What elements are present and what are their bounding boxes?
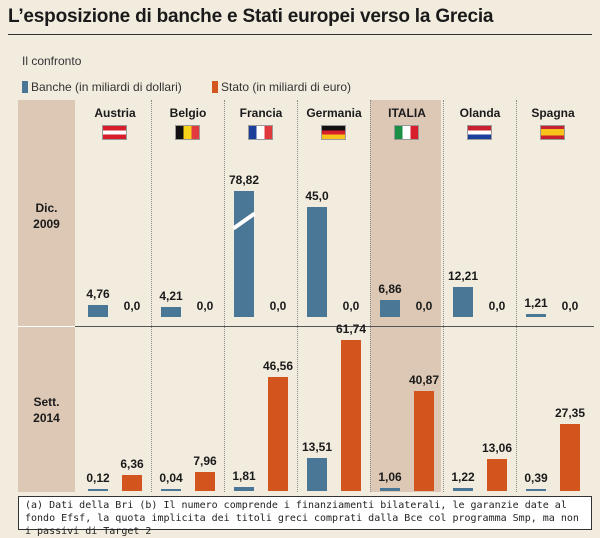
bar-2014-belgio-state xyxy=(195,471,215,491)
bar-2009-francia-banks xyxy=(232,191,256,317)
value-label-2009-belgio-state: 0,0 xyxy=(196,299,214,313)
row-label-2009-line2: 2009 xyxy=(33,217,60,231)
value-label-2009-spagna-banks: 1,21 xyxy=(524,296,548,311)
bar-2014-francia-state xyxy=(268,377,288,491)
value-label-2009-austria-state: 0,0 xyxy=(123,299,141,313)
value-label-2009-germania-banks: 45,0 xyxy=(305,189,329,204)
flag-germania-icon xyxy=(321,125,346,140)
value-label-2014-germania-banks: 13,51 xyxy=(301,440,333,455)
bar-2009-austria-banks xyxy=(88,305,108,317)
row-label-2009: Dic. 2009 xyxy=(18,200,75,232)
country-label-olanda: Olanda xyxy=(459,106,501,120)
country-label-spagna: Spagna xyxy=(531,106,575,120)
value-label-2014-francia-banks: 1,81 xyxy=(232,468,256,483)
column-separator xyxy=(151,100,152,492)
chart-title: L’esposizione di banche e Stati europei … xyxy=(8,6,494,27)
value-label-2009-austria-banks: 4,76 xyxy=(86,287,110,302)
value-label-2009-francia-state: 0,0 xyxy=(269,299,287,313)
bar-2009-belgio-banks xyxy=(161,306,181,317)
country-label-austria: Austria xyxy=(94,106,136,120)
bar-2009-olanda-banks xyxy=(453,287,473,317)
row-label-2009-line1: Dic. xyxy=(35,201,58,215)
legend-banks: Banche (in miliardi di dollari) xyxy=(22,80,182,94)
legend-state-swatch xyxy=(212,81,218,93)
axis-break-mark xyxy=(232,211,256,231)
value-label-2009-belgio-banks: 4,21 xyxy=(159,288,183,303)
bar-2014-spagna-banks xyxy=(526,489,546,491)
legend-state: Stato (in miliardi di euro) xyxy=(212,80,351,94)
value-label-2014-italia-state: 40,87 xyxy=(408,373,440,388)
column-separator xyxy=(370,100,371,492)
value-label-2014-francia-state: 46,56 xyxy=(262,359,294,374)
bar-2014-austria-state xyxy=(122,475,142,491)
country-label-germania: Germania xyxy=(306,106,362,120)
value-label-2014-spagna-state: 27,35 xyxy=(554,406,586,421)
row-label-2014-line2: 2014 xyxy=(33,411,60,425)
value-label-2014-italia-banks: 1,06 xyxy=(378,470,402,485)
bar-2014-germania-state xyxy=(341,340,361,491)
row-divider xyxy=(18,326,75,327)
bar-2014-spagna-state xyxy=(560,424,580,491)
footnote: (a) Dati della Bri (b) Il numero compren… xyxy=(18,496,592,537)
value-label-2014-austria-state: 6,36 xyxy=(120,457,144,472)
legend-banks-label: Banche (in miliardi di dollari) xyxy=(31,80,182,94)
bar-2014-germania-banks xyxy=(307,458,327,491)
bar-2009-italia-banks xyxy=(380,300,400,317)
flag-belgio-icon xyxy=(175,125,200,140)
bar-2014-italia-state xyxy=(414,391,434,491)
country-label-italia: ITALIA xyxy=(388,106,426,120)
value-label-2009-germania-state: 0,0 xyxy=(342,299,360,313)
value-label-2009-spagna-state: 0,0 xyxy=(561,299,579,313)
legend-state-label: Stato (in miliardi di euro) xyxy=(221,80,352,94)
flag-olanda-icon xyxy=(467,125,492,140)
flag-spagna-icon xyxy=(540,125,565,140)
flag-francia-icon xyxy=(248,125,273,140)
chart-subtitle: Il confronto xyxy=(22,54,82,68)
row-label-panel xyxy=(18,100,75,492)
value-label-2014-belgio-state: 7,96 xyxy=(193,453,217,468)
legend-banks-swatch xyxy=(22,81,28,93)
column-separator xyxy=(516,100,517,492)
bar-2014-olanda-state xyxy=(487,459,507,491)
value-label-2014-belgio-banks: 0,04 xyxy=(159,471,183,485)
column-separator xyxy=(224,100,225,492)
row-separator xyxy=(75,326,594,327)
bar-2014-francia-banks xyxy=(234,486,254,491)
bar-2014-olanda-banks xyxy=(453,488,473,491)
value-label-2009-olanda-state: 0,0 xyxy=(488,299,506,313)
flag-italia-icon xyxy=(394,125,419,140)
flag-austria-icon xyxy=(102,125,127,140)
title-rule xyxy=(8,34,592,35)
value-label-2014-olanda-banks: 1,22 xyxy=(451,470,475,485)
bar-2009-spagna-banks xyxy=(526,314,546,317)
bar-2014-belgio-banks xyxy=(161,489,181,491)
value-label-2014-olanda-state: 13,06 xyxy=(481,441,513,456)
value-label-2009-olanda-banks: 12,21 xyxy=(447,269,479,284)
column-separator xyxy=(297,100,298,492)
bar-2009-germania-banks xyxy=(307,207,327,317)
column-separator xyxy=(443,100,444,492)
value-label-2009-francia-banks: 78,82 xyxy=(228,173,260,187)
value-label-2014-spagna-banks: 0,39 xyxy=(524,471,548,485)
value-label-2014-austria-banks: 0,12 xyxy=(86,471,110,485)
bar-2014-italia-banks xyxy=(380,488,400,491)
country-label-francia: Francia xyxy=(239,106,283,120)
bar-2014-austria-banks xyxy=(88,489,108,491)
value-label-2009-italia-banks: 6,86 xyxy=(378,282,402,297)
row-label-2014-line1: Sett. xyxy=(33,395,60,409)
value-label-2009-italia-state: 0,0 xyxy=(415,299,433,313)
value-label-2014-germania-state: 61,74 xyxy=(335,322,367,337)
country-label-belgio: Belgio xyxy=(169,106,207,120)
row-label-2014: Sett. 2014 xyxy=(18,394,75,426)
